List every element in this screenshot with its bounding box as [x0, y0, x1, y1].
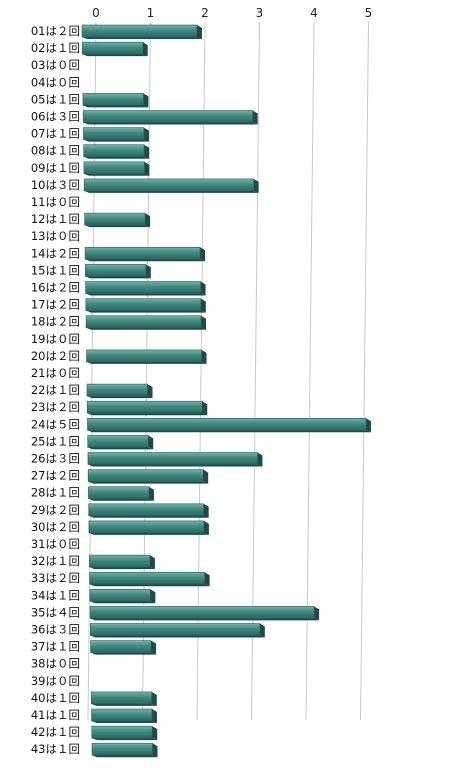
bar	[83, 144, 150, 159]
x-tick-label: 1	[147, 6, 155, 20]
bar	[82, 110, 258, 125]
category-label: 16は２回	[31, 281, 80, 295]
bar	[89, 571, 210, 587]
category-label: 41は１回	[31, 708, 80, 722]
category-label: 29は２回	[31, 503, 80, 517]
category-label: 04は０回	[31, 75, 80, 89]
gridline-1	[142, 21, 151, 721]
gridline-5	[360, 21, 369, 721]
category-label: 27は２回	[31, 469, 80, 483]
bar	[81, 24, 202, 39]
category-label: 21は０回	[31, 366, 80, 380]
category-label: 33は２回	[31, 571, 80, 585]
category-label: 40は１回	[31, 691, 80, 705]
category-label: 42は１回	[31, 725, 80, 739]
bar	[88, 486, 154, 501]
bar	[87, 469, 209, 484]
category-label: 31は０回	[31, 537, 80, 551]
category-label: 06は３回	[31, 110, 80, 124]
category-label: 28は１回	[31, 486, 80, 500]
bar	[89, 606, 320, 621]
bar	[90, 623, 265, 638]
category-label: 30は２回	[31, 520, 80, 534]
bar	[88, 503, 209, 518]
category-label: 23は２回	[31, 400, 80, 414]
category-label: 01は２回	[31, 24, 80, 38]
category-label: 15は１回	[31, 263, 80, 277]
bar	[87, 417, 371, 433]
bar	[81, 41, 148, 57]
category-label: 32は１回	[31, 554, 80, 568]
category-label: 38は０回	[31, 657, 80, 671]
gridline-4	[305, 21, 315, 721]
category-label: 20は２回	[31, 349, 80, 363]
category-label: 26は３回	[31, 452, 80, 466]
bars	[81, 24, 371, 758]
category-label: 09は１回	[31, 161, 80, 175]
x-tick-label: 4	[310, 6, 318, 20]
category-labels: 01は２回 02は１回 03は０回 04は０回 05は１回 06は３回 07は１回 08は１回…	[31, 24, 80, 756]
bar	[85, 264, 151, 279]
category-label: 36は３回	[31, 623, 80, 637]
category-label: 11は０回	[31, 195, 80, 209]
category-label: 02は１回	[31, 41, 80, 55]
category-label: 14は２回	[31, 246, 80, 260]
category-label: 35は４回	[31, 605, 80, 619]
bar	[91, 742, 158, 758]
gridline-2	[196, 21, 206, 721]
category-label: 19は０回	[31, 332, 80, 346]
category-label: 17は２回	[31, 298, 80, 312]
x-axis-ticks: 0 1 2 3 4 5	[92, 6, 372, 20]
category-label: 08は１回	[31, 144, 80, 158]
bar	[86, 383, 153, 399]
bar	[91, 708, 158, 723]
bar	[83, 178, 259, 193]
bar	[88, 520, 209, 535]
bar	[82, 93, 149, 108]
category-label: 22は１回	[31, 383, 80, 397]
bar	[84, 247, 206, 262]
bar	[89, 588, 156, 604]
bar	[85, 281, 206, 296]
bar	[91, 725, 158, 741]
category-label: 05は１回	[31, 92, 80, 106]
category-label: 37は１回	[31, 640, 80, 654]
bar	[86, 400, 208, 416]
bar	[84, 212, 151, 228]
bar	[85, 315, 207, 330]
bar	[89, 554, 155, 570]
category-label: 10は３回	[31, 178, 80, 192]
x-tick-label: 2	[201, 6, 209, 20]
bar	[85, 298, 206, 313]
category-label: 07は１回	[31, 127, 80, 141]
category-label: 43は１回	[31, 742, 80, 756]
bar	[87, 435, 154, 450]
category-label: 25は１回	[31, 434, 80, 448]
bar	[83, 127, 149, 142]
category-label: 12は１回	[31, 212, 80, 226]
bar	[83, 161, 150, 176]
category-label: 18は２回	[31, 315, 80, 329]
category-label: 39は０回	[31, 674, 80, 688]
bar	[90, 640, 157, 655]
gridlines	[87, 21, 369, 721]
x-tick-label: 5	[365, 6, 373, 20]
category-label: 34は１回	[31, 588, 80, 602]
gridline-3	[251, 21, 260, 721]
category-label: 13は０回	[31, 229, 80, 243]
bar	[86, 349, 207, 364]
x-tick-label: 0	[92, 6, 100, 20]
bar	[90, 691, 157, 706]
x-tick-label: 3	[256, 6, 264, 20]
category-label: 24は５回	[31, 417, 80, 431]
category-label: 03は０回	[31, 58, 80, 72]
bar	[87, 452, 263, 467]
